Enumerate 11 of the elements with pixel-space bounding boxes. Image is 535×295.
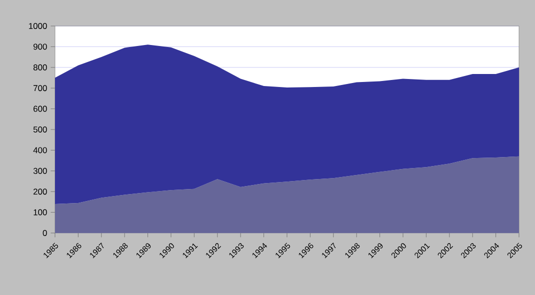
y-tick-label: 900 <box>33 44 47 50</box>
y-tick-label: 0 <box>42 230 47 236</box>
y-tick-label: 100 <box>34 209 47 216</box>
y-tick-label: 600 <box>34 106 47 112</box>
y-tick-label: 300 <box>33 168 47 174</box>
y-tick-label: 500 <box>33 126 47 132</box>
y-tick-label: 400 <box>33 147 47 154</box>
y-tick-label: 200 <box>34 188 47 195</box>
y-tick-label: 800 <box>33 64 47 70</box>
y-tick-label: 1000 <box>29 23 47 29</box>
y-tick-label: 700 <box>34 85 47 92</box>
